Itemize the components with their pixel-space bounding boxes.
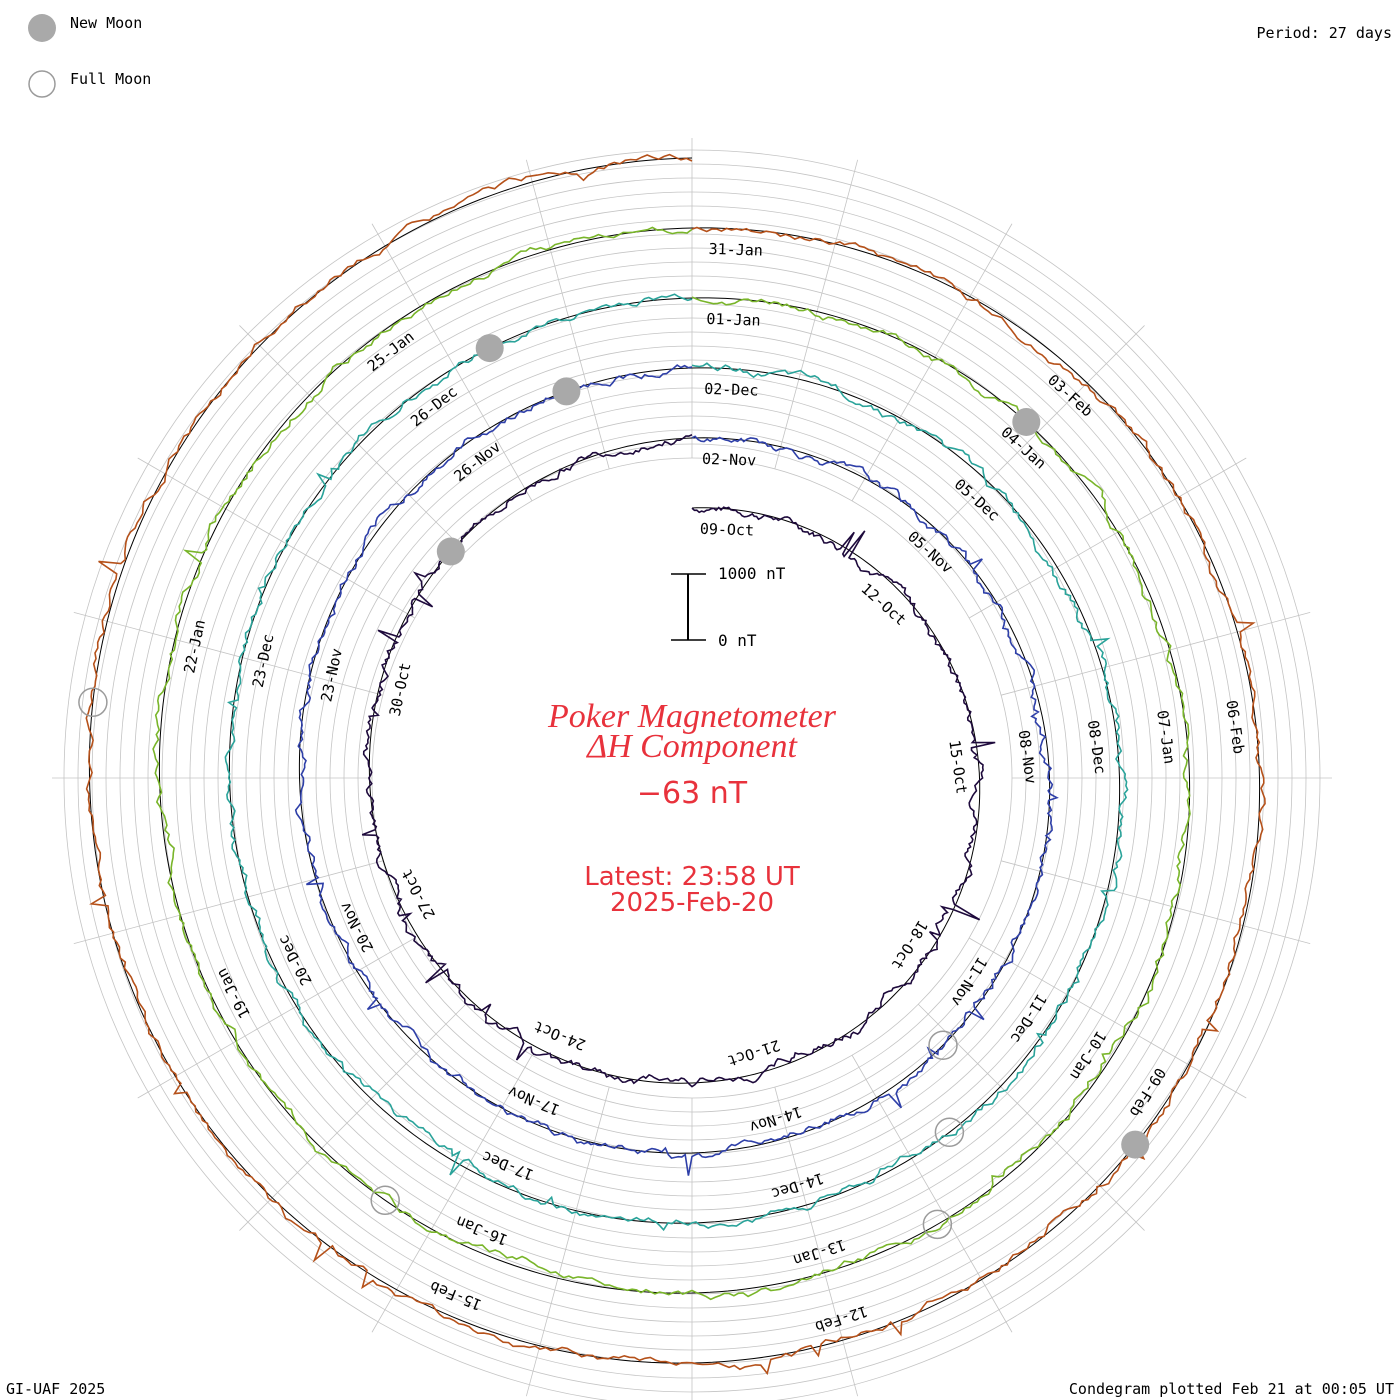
- chart-title: Poker Magnetometer: [547, 698, 837, 735]
- trace-rotation-4: [152, 226, 1191, 1301]
- grid-spoke: [851, 223, 1013, 502]
- latest-date: 2025-Feb-20: [610, 888, 774, 918]
- date-label: 03-Feb: [1044, 371, 1096, 421]
- grid-spoke: [239, 325, 467, 553]
- date-label: 01-Jan: [706, 310, 761, 330]
- date-label: 09-Oct: [700, 520, 755, 540]
- grid-spoke: [525, 159, 610, 470]
- date-label: 12-Feb: [813, 1302, 870, 1336]
- full-moon-legend-icon: [28, 70, 56, 98]
- credit-label: GI-UAF 2025: [6, 1380, 105, 1398]
- grid-spoke: [851, 1054, 1013, 1333]
- grid-spoke: [371, 1054, 533, 1333]
- date-label: 26-Dec: [407, 383, 461, 431]
- date-label: 05-Dec: [951, 475, 1003, 525]
- date-label: 14-Nov: [747, 1102, 804, 1136]
- grid-spoke: [1000, 860, 1311, 945]
- grid-layer: [52, 138, 1332, 1400]
- date-label: 19-Jan: [213, 965, 254, 1021]
- new-moon-marker: [475, 334, 504, 363]
- trace-layer: [85, 153, 1266, 1376]
- grid-spoke: [968, 457, 1247, 619]
- grid-spoke: [1000, 611, 1311, 696]
- grid-spoke: [239, 1003, 467, 1231]
- grid-spoke: [917, 325, 1145, 553]
- date-label: 22-Jan: [180, 618, 209, 675]
- new-moon-marker: [1012, 408, 1041, 436]
- plotted-label: Condegram plotted Feb 21 at 00:05 UT: [1069, 1380, 1394, 1398]
- chart-subtitle: ΔH Component: [585, 728, 798, 765]
- new-moon-legend-icon: [28, 14, 56, 42]
- grid-spoke: [73, 611, 384, 696]
- date-label: 20-Dec: [274, 932, 315, 988]
- new-moon-legend-label: New Moon: [70, 14, 142, 32]
- full-moon-legend-label: Full Moon: [70, 70, 151, 88]
- full-moon-marker: [78, 687, 108, 718]
- moon-marker-layer: [78, 334, 1150, 1240]
- date-label: 05-Nov: [904, 527, 956, 577]
- grid-spoke: [137, 457, 416, 619]
- date-label: 14-Dec: [769, 1169, 826, 1203]
- scale-bar: 1000 nT 0 nT: [671, 564, 786, 650]
- date-label: 02-Nov: [702, 450, 757, 470]
- date-label: 15-Oct: [945, 739, 971, 795]
- grid-spoke: [774, 1086, 859, 1397]
- full-moon-marker: [370, 1185, 400, 1216]
- date-label: 18-Oct: [888, 917, 932, 973]
- new-moon-marker: [436, 537, 465, 566]
- period-label: Period: 27 days: [1257, 24, 1392, 42]
- scale-bottom-label: 0 nT: [718, 631, 757, 650]
- date-label: 02-Dec: [704, 380, 759, 400]
- date-label: 08-Nov: [1015, 729, 1041, 785]
- full-moon-marker: [934, 1117, 965, 1148]
- date-label: 26-Nov: [450, 438, 504, 486]
- grid-spoke: [137, 937, 416, 1099]
- latest-time: Latest: 23:58 UT: [584, 862, 800, 892]
- grid-spoke: [774, 159, 859, 470]
- trace-rotation-1: [361, 434, 996, 1088]
- current-value: −63 nT: [637, 776, 748, 811]
- grid-spoke: [73, 860, 384, 945]
- new-moon-marker: [1121, 1130, 1150, 1159]
- full-moon-marker: [922, 1209, 953, 1240]
- trace-rotation-3: [224, 293, 1129, 1232]
- date-label: 25-Jan: [364, 327, 418, 375]
- date-label: 20-Nov: [336, 899, 377, 955]
- grid-spoke: [371, 223, 533, 502]
- trace-rotation-5: [85, 153, 1266, 1376]
- new-moon-marker: [552, 377, 581, 406]
- scale-top-label: 1000 nT: [718, 564, 786, 583]
- date-label: 15-Feb: [427, 1277, 484, 1314]
- grid-spoke: [525, 1086, 610, 1397]
- full-moon-marker: [928, 1030, 958, 1060]
- date-label: 30-Oct: [386, 661, 415, 718]
- date-label: 31-Jan: [708, 240, 763, 260]
- date-label: 27-Oct: [398, 866, 439, 922]
- date-label: 13-Jan: [791, 1235, 848, 1269]
- date-label: 07-Jan: [1153, 709, 1179, 765]
- grid-spoke: [968, 937, 1247, 1099]
- date-label: 06-Feb: [1222, 699, 1248, 755]
- grid-spoke: [917, 1003, 1145, 1231]
- date-label: 08-Dec: [1084, 719, 1110, 775]
- trace-rotation-2: [294, 364, 1059, 1176]
